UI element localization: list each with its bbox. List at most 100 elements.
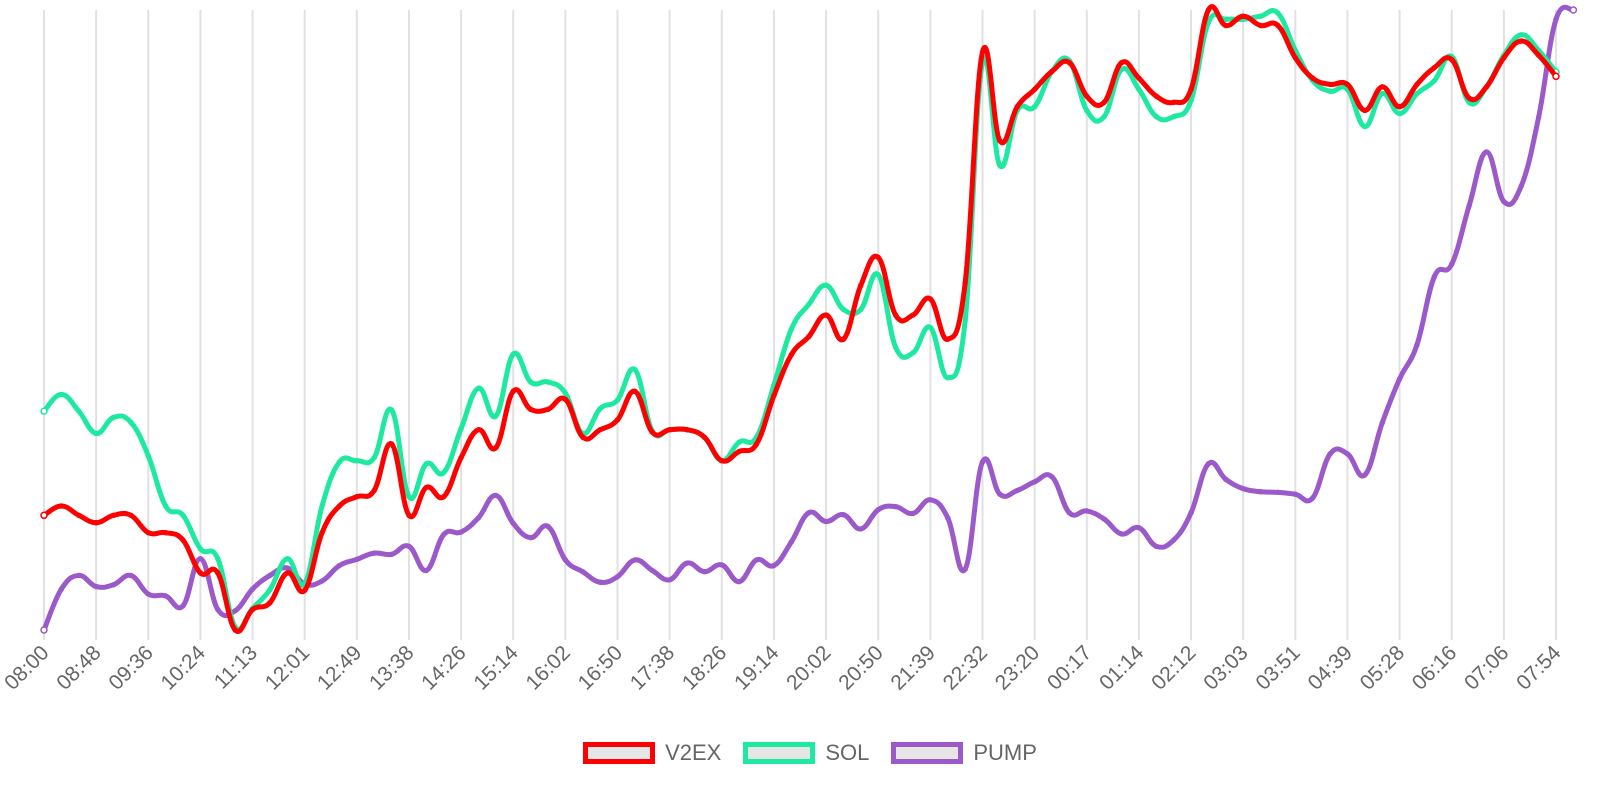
data-point-v2ex[interactable] bbox=[1379, 84, 1385, 90]
data-point-v2ex[interactable] bbox=[684, 427, 690, 433]
data-point-sol[interactable] bbox=[493, 413, 499, 419]
data-point-pump[interactable] bbox=[892, 503, 899, 510]
data-point-pump[interactable] bbox=[1275, 489, 1281, 496]
data-point-pump[interactable] bbox=[545, 523, 551, 530]
data-point-pump[interactable] bbox=[632, 557, 638, 563]
data-point-pump[interactable] bbox=[1118, 531, 1125, 537]
data-point-pump[interactable] bbox=[319, 578, 325, 584]
data-point-sol[interactable] bbox=[336, 459, 343, 465]
data-point-v2ex[interactable] bbox=[632, 388, 638, 394]
data-point-v2ex[interactable] bbox=[1344, 81, 1351, 88]
data-point-v2ex[interactable] bbox=[336, 503, 343, 509]
data-point-pump[interactable] bbox=[1223, 476, 1229, 483]
data-point-pump[interactable] bbox=[1170, 537, 1177, 543]
data-point-v2ex[interactable] bbox=[562, 396, 569, 403]
data-point-pump[interactable] bbox=[197, 556, 204, 562]
data-point-v2ex[interactable] bbox=[1205, 7, 1212, 13]
data-point-sol[interactable] bbox=[197, 546, 204, 552]
data-point-sol[interactable] bbox=[1518, 32, 1524, 38]
data-point-pump[interactable] bbox=[388, 551, 395, 558]
data-point-pump[interactable] bbox=[649, 567, 655, 574]
data-point-sol[interactable] bbox=[892, 344, 899, 350]
data-point-pump[interactable] bbox=[1379, 420, 1385, 426]
data-point-v2ex[interactable] bbox=[232, 627, 238, 633]
data-point-pump[interactable] bbox=[1449, 261, 1455, 267]
data-point-v2ex[interactable] bbox=[823, 312, 829, 318]
data-point-pump[interactable] bbox=[736, 578, 742, 585]
data-point-v2ex[interactable] bbox=[649, 429, 655, 435]
data-point-sol[interactable] bbox=[1327, 88, 1333, 94]
data-point-v2ex[interactable] bbox=[614, 417, 621, 423]
data-point-v2ex[interactable] bbox=[1153, 93, 1159, 99]
data-point-sol[interactable] bbox=[788, 326, 795, 332]
data-point-sol[interactable] bbox=[215, 556, 221, 562]
data-point-v2ex[interactable] bbox=[962, 280, 968, 287]
data-point-pump[interactable] bbox=[1396, 376, 1403, 382]
data-point-pump[interactable] bbox=[1031, 479, 1038, 485]
data-point-sol[interactable] bbox=[632, 366, 638, 373]
data-point-sol[interactable] bbox=[1153, 113, 1159, 120]
data-point-pump[interactable] bbox=[840, 511, 847, 518]
data-point-v2ex[interactable] bbox=[284, 570, 291, 576]
data-point-v2ex[interactable] bbox=[76, 512, 82, 518]
data-point-pump[interactable] bbox=[249, 586, 256, 592]
data-point-sol[interactable] bbox=[441, 469, 447, 476]
data-point-pump[interactable] bbox=[527, 534, 534, 541]
data-point-pump[interactable] bbox=[1309, 495, 1316, 501]
data-point-v2ex[interactable] bbox=[892, 312, 899, 318]
data-point-v2ex[interactable] bbox=[910, 312, 916, 318]
legend-item-v2ex[interactable]: V2EX bbox=[583, 740, 721, 766]
data-point-pump[interactable] bbox=[562, 557, 569, 563]
data-point-v2ex[interactable] bbox=[1535, 52, 1542, 58]
data-point-v2ex[interactable] bbox=[441, 494, 447, 500]
data-point-sol[interactable] bbox=[858, 306, 864, 313]
data-point-v2ex[interactable] bbox=[1396, 104, 1403, 110]
data-point-sol[interactable] bbox=[162, 503, 169, 509]
data-point-pump[interactable] bbox=[232, 608, 238, 614]
data-point-pump[interactable] bbox=[1414, 342, 1420, 348]
data-point-v2ex[interactable] bbox=[840, 336, 847, 342]
legend-item-pump[interactable]: PUMP bbox=[891, 740, 1037, 766]
data-point-v2ex[interactable] bbox=[1101, 99, 1107, 106]
data-point-pump[interactable] bbox=[597, 579, 603, 585]
data-point-pump[interactable] bbox=[423, 567, 430, 574]
data-point-pump[interactable] bbox=[1101, 516, 1107, 522]
data-point-sol[interactable] bbox=[58, 391, 65, 398]
data-point-v2ex[interactable] bbox=[1518, 38, 1524, 44]
data-point-sol[interactable] bbox=[962, 318, 968, 324]
data-point-v2ex[interactable] bbox=[180, 537, 186, 543]
legend-item-sol[interactable]: SOL bbox=[743, 740, 869, 766]
data-point-pump[interactable] bbox=[284, 565, 291, 571]
data-point-v2ex[interactable] bbox=[1292, 55, 1299, 61]
data-point-pump[interactable] bbox=[371, 550, 377, 556]
data-point-sol[interactable] bbox=[1275, 10, 1281, 16]
data-point-v2ex[interactable] bbox=[875, 254, 881, 261]
data-point-v2ex[interactable] bbox=[597, 427, 603, 433]
data-point-v2ex[interactable] bbox=[1414, 81, 1420, 88]
data-point-sol[interactable] bbox=[805, 301, 812, 308]
data-point-v2ex[interactable] bbox=[701, 434, 708, 440]
data-point-v2ex[interactable] bbox=[475, 427, 482, 433]
data-point-sol[interactable] bbox=[736, 439, 742, 445]
data-point-v2ex[interactable] bbox=[666, 427, 673, 433]
series-line-sol[interactable] bbox=[41, 8, 1559, 632]
data-point-v2ex[interactable] bbox=[145, 529, 151, 536]
data-point-v2ex[interactable] bbox=[319, 529, 325, 536]
data-point-pump[interactable] bbox=[1188, 510, 1194, 516]
data-point-v2ex[interactable] bbox=[979, 49, 986, 55]
data-point-sol[interactable] bbox=[1188, 97, 1194, 104]
data-point-pump[interactable] bbox=[1501, 198, 1507, 205]
data-point-sol[interactable] bbox=[1101, 113, 1107, 120]
data-point-pump[interactable] bbox=[1483, 149, 1490, 155]
data-point-pump[interactable] bbox=[493, 492, 499, 499]
data-point-v2ex[interactable] bbox=[301, 587, 308, 594]
data-point-pump[interactable] bbox=[475, 515, 482, 521]
data-point-pump[interactable] bbox=[962, 566, 968, 572]
data-point-sol[interactable] bbox=[510, 351, 516, 357]
data-point-v2ex[interactable] bbox=[1309, 75, 1316, 81]
data-point-sol[interactable] bbox=[1084, 107, 1090, 114]
data-point-v2ex[interactable] bbox=[1223, 22, 1229, 29]
data-point-v2ex[interactable] bbox=[1431, 64, 1438, 71]
data-point-v2ex[interactable] bbox=[423, 484, 430, 491]
data-point-pump[interactable] bbox=[1518, 183, 1524, 189]
